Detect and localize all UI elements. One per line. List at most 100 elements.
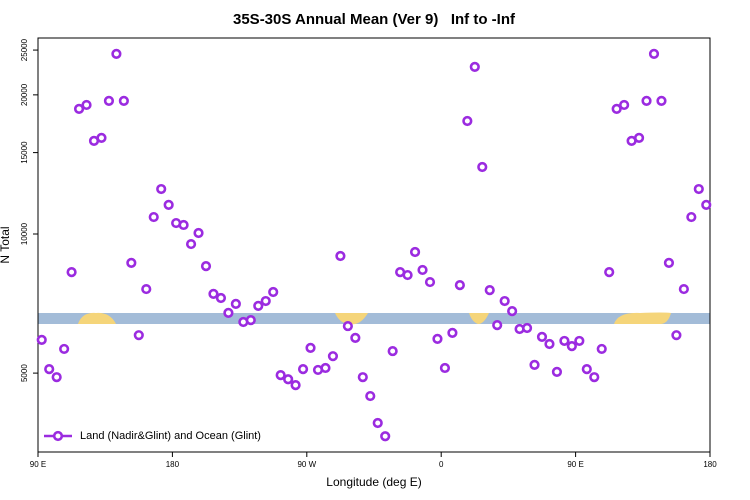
point [462,115,473,127]
point [148,211,159,223]
point [126,257,137,268]
point [290,380,301,391]
x-tick-label: 90 W [297,460,316,469]
ocean-band [38,313,710,324]
point [484,285,495,296]
point [133,330,144,341]
point [223,307,234,318]
point [454,280,465,291]
point [305,342,316,353]
point [59,343,70,355]
point [447,327,458,338]
point [253,300,264,311]
point [604,267,615,278]
point [260,295,271,307]
point [529,359,540,370]
point [185,238,197,250]
point [432,333,443,344]
point [96,132,107,144]
x-tick-label: 90 E [30,460,46,469]
point [589,372,600,383]
point [581,364,592,375]
point [648,48,660,59]
point [163,199,174,210]
point [387,345,398,357]
point [44,364,55,375]
point [51,372,62,383]
point [574,335,585,347]
point [357,372,368,383]
point [663,257,675,268]
point [215,292,227,304]
point [372,417,383,429]
point [156,183,167,195]
point [245,315,256,326]
land-patch [614,312,671,324]
series [36,48,712,442]
x-axis-label: Longitude (deg E) [326,475,421,489]
point [686,211,697,223]
x-tick-label: 180 [166,460,180,469]
point [477,161,488,173]
land-patch [469,313,489,324]
point [320,362,331,374]
point [193,227,204,239]
point [141,283,152,295]
point [469,61,480,72]
point [678,283,689,295]
point [619,99,630,111]
point [409,246,421,258]
point [73,103,85,114]
point [611,103,622,114]
y-tick-label: 5000 [20,364,29,382]
land-patch [78,312,116,324]
point [36,334,47,345]
point [81,99,92,111]
point [118,95,129,106]
point [559,335,570,347]
y-axis-label: N Total [0,226,12,263]
point [439,362,451,374]
x-tick-label: 180 [703,460,717,469]
point [111,48,122,59]
point [103,95,115,106]
point [596,343,607,355]
point [507,305,518,317]
map-strip [38,312,710,325]
point [365,390,376,402]
point [297,364,309,375]
point [671,330,682,341]
point [178,219,189,231]
y-tick-label: 25000 [20,38,29,61]
point [536,331,548,342]
point [544,338,555,350]
chart-title: 35S-30S Annual Mean (Ver 9) Inf to -Inf [233,11,516,28]
point [693,183,704,195]
point [701,199,712,210]
point [208,288,219,299]
point [268,286,279,298]
point [551,366,563,378]
point [521,322,533,334]
x-tick-label: 90 E [567,460,583,469]
point [200,261,212,272]
point [424,276,436,288]
point [283,374,294,385]
point [350,332,361,343]
x-tick-label: 0 [439,460,444,469]
y-tick-label: 20000 [20,83,29,106]
y-tick-label: 15000 [20,141,29,164]
point [402,269,413,281]
point [641,95,652,106]
point [417,264,428,276]
point [327,351,339,362]
legend-marker [52,430,64,442]
legend-label: Land (Nadir&Glint) and Ocean (Glint) [80,430,261,442]
point [342,320,353,332]
plot-frame [37,37,711,453]
point [633,132,645,144]
point [499,295,510,307]
